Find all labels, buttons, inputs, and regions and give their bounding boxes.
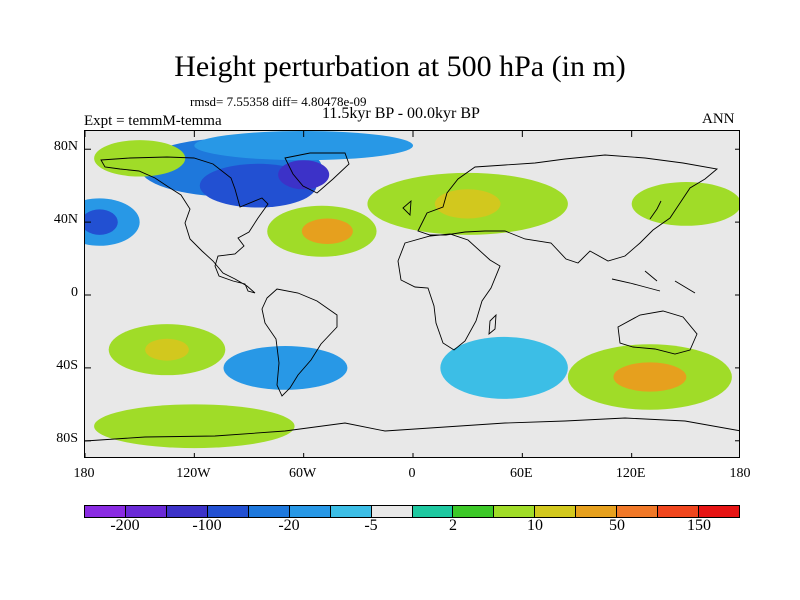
lat-label: 80S <box>56 430 78 446</box>
colorbar-box-14 <box>617 506 659 517</box>
colorbar-label: -5 <box>364 517 378 534</box>
coastline-north-america <box>100 156 269 294</box>
coastline-greenland <box>284 152 350 194</box>
lon-label: 180 <box>729 466 751 481</box>
colorbar-box-4 <box>207 506 249 517</box>
coastline-africa <box>397 233 501 351</box>
colorbar-box-12 <box>535 506 577 517</box>
experiment-label: Expt = temmM-temma <box>84 113 222 129</box>
season-label: ANN <box>702 111 735 127</box>
colorbar-box-1 <box>85 506 126 517</box>
colorbar-label: -100 <box>192 517 222 534</box>
lon-label: 0 <box>408 466 416 481</box>
colorbar-box-13 <box>576 506 618 517</box>
coastline-south-america <box>261 288 338 397</box>
colorbar-box-5 <box>248 506 290 517</box>
colorbar-box-10 <box>453 506 495 517</box>
coastline-europe-asia <box>417 154 719 264</box>
anomaly-region-14 <box>145 338 189 361</box>
anomaly-region-19 <box>94 404 295 449</box>
lon-label: 60E <box>510 466 533 481</box>
anomaly-field <box>85 131 739 449</box>
colorbar-label: 150 <box>687 517 711 534</box>
colorbar <box>84 505 740 518</box>
period-label: 11.5kyr BP - 00.0kyr BP <box>322 105 480 122</box>
coastline-antarctica <box>85 417 739 442</box>
colorbar-label: -20 <box>278 517 300 534</box>
anomaly-map <box>85 131 739 457</box>
coastline-madagascar <box>488 313 497 336</box>
colorbar-box-11 <box>494 506 536 517</box>
colorbar-label: 50 <box>609 517 625 534</box>
coastline-japan <box>649 200 662 220</box>
map-panel <box>84 130 740 458</box>
anomaly-region-4 <box>194 131 413 161</box>
anomaly-region-15 <box>223 346 348 390</box>
lon-label: 120E <box>615 466 646 481</box>
lat-label: 0 <box>71 285 78 300</box>
anomaly-region-12 <box>631 182 739 226</box>
coastline-british-isles <box>402 199 412 217</box>
colorbar-label: -200 <box>110 517 140 534</box>
anomaly-region-9 <box>301 218 353 244</box>
anomaly-region-7 <box>85 209 118 235</box>
anomaly-region-11 <box>434 189 501 219</box>
colorbar-box-15 <box>658 506 700 517</box>
anomaly-region-3 <box>278 160 330 190</box>
plot-title: Height perturbation at 500 hPa (in m) <box>174 50 626 83</box>
coastline-australia <box>617 310 698 355</box>
lon-label: 60W <box>289 466 317 481</box>
colorbar-box-9 <box>412 506 454 517</box>
lon-label: 120W <box>176 466 211 481</box>
coastline-maritime-continent <box>611 270 696 294</box>
anomaly-region-5 <box>94 140 186 177</box>
anomaly-region-18 <box>613 362 687 392</box>
lat-label: 40S <box>56 357 78 373</box>
colorbar-box-7 <box>330 506 372 517</box>
colorbar-box-3 <box>166 506 208 517</box>
colorbar-label: 10 <box>527 517 543 534</box>
axis-ticks <box>85 131 739 457</box>
lat-label: 40N <box>53 212 78 228</box>
rmsd-diff-stats: rmsd= 7.55358 diff= 4.80478e-09 <box>190 94 367 109</box>
lon-label: 180 <box>73 466 95 481</box>
colorbar-box-16 <box>699 506 739 517</box>
coastlines <box>85 152 739 442</box>
colorbar-box-6 <box>289 506 331 517</box>
colorbar-label: 2 <box>449 517 457 534</box>
anomaly-region-16 <box>440 336 568 399</box>
lat-label: 80N <box>53 139 78 155</box>
colorbar-box-8 <box>371 506 413 517</box>
colorbar-box-2 <box>125 506 167 517</box>
